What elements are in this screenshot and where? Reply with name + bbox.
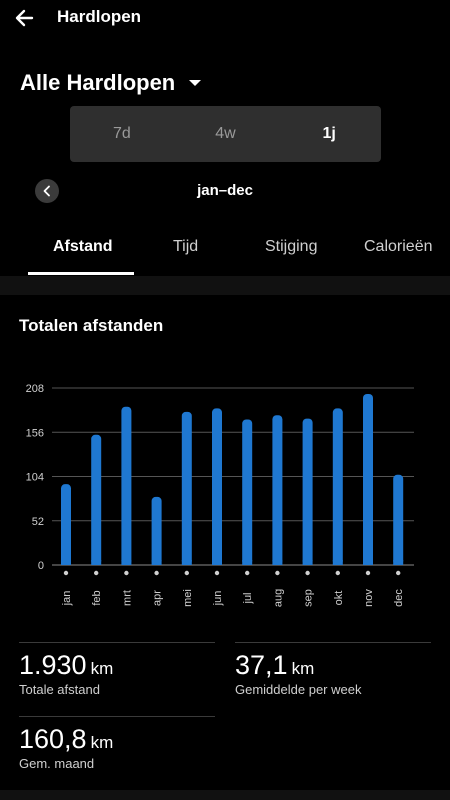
weekly-average-label: Gemiddelde per week — [235, 682, 362, 697]
x-tick-label: mrt — [121, 590, 133, 606]
range-tab-4w[interactable]: 4w — [215, 125, 236, 142]
app-bar: Hardlopen — [0, 0, 450, 36]
caret-down-icon — [189, 80, 202, 86]
bar — [242, 419, 253, 565]
period-label: jan–dec — [197, 182, 253, 199]
tab-tijd[interactable]: Tijd — [173, 238, 199, 255]
bar-base — [363, 560, 373, 565]
stat-divider — [19, 642, 215, 643]
range-tab-7d[interactable]: 7d — [112, 125, 131, 142]
bar — [61, 484, 71, 565]
previous-period-button[interactable] — [35, 179, 59, 203]
stat-divider — [235, 642, 431, 643]
bar — [121, 406, 132, 565]
stat-divider — [19, 716, 215, 717]
y-tick-label: 208 — [26, 383, 44, 395]
bar — [212, 408, 222, 565]
active-tab-indicator — [28, 272, 134, 275]
x-tick-label: sep — [303, 589, 315, 607]
weekly-average-value: 37,1 — [235, 650, 288, 680]
x-tick-label: feb — [91, 590, 103, 605]
bar-base — [181, 560, 192, 565]
stat-value: 37,1 km — [235, 650, 314, 681]
x-tick-dot — [124, 570, 129, 576]
x-tick-label: nov — [363, 589, 375, 607]
total-distance-value: 1.930 — [19, 650, 87, 680]
y-tick-label: 52 — [32, 516, 44, 528]
y-tick-label: 0 — [38, 560, 44, 572]
total-distance-unit: km — [90, 659, 114, 678]
card-title: Totalen afstanden — [19, 316, 164, 335]
x-tick-dot — [335, 570, 340, 576]
bar-base — [242, 560, 253, 565]
metric-tabs: Afstand Tijd Stijging Calorieën — [0, 228, 450, 276]
stat-value: 160,8 km — [19, 724, 113, 755]
y-tick-label: 156 — [26, 427, 44, 439]
monthly-average-label: Gem. maand — [19, 756, 95, 771]
bottom-divider — [0, 790, 450, 800]
x-tick-label: dec — [393, 589, 405, 607]
range-tab-1j[interactable]: 1j — [322, 125, 336, 142]
bar — [181, 411, 192, 565]
x-tick-dot — [396, 570, 401, 576]
bar-base — [393, 560, 404, 565]
bar-base — [212, 560, 222, 565]
monthly-average-unit: km — [90, 733, 114, 752]
bar — [363, 393, 373, 565]
x-tick-dot — [94, 570, 99, 576]
bar-base — [302, 560, 313, 565]
y-tick-label: 104 — [26, 472, 44, 484]
bar — [91, 434, 102, 565]
weekly-average-unit: km — [291, 659, 315, 678]
bar — [332, 408, 343, 565]
bar-base — [332, 560, 343, 565]
monthly-average-value: 160,8 — [19, 724, 87, 754]
x-tick-label: okt — [333, 591, 345, 606]
x-tick-label: aug — [272, 589, 284, 607]
bar — [272, 415, 283, 565]
activity-filter-dropdown[interactable]: Alle Hardlopen — [20, 68, 202, 98]
arrow-left-icon[interactable] — [10, 3, 40, 33]
distance-bar-chart: 0 52 104 156 208 jan feb mrt apr mei jun jul aug sep o… — [26, 383, 414, 607]
chevron-left-icon — [43, 185, 50, 197]
bar-base — [151, 560, 162, 565]
stat-value: 1.930 km — [19, 650, 113, 681]
bar — [302, 418, 313, 565]
bar — [393, 474, 404, 565]
total-distance-label: Totale afstand — [19, 682, 100, 697]
x-tick-dot — [154, 570, 159, 576]
section-divider — [0, 276, 450, 295]
x-tick-label: jan — [61, 591, 73, 607]
tab-stijging[interactable]: Stijging — [265, 238, 318, 255]
x-tick-dot — [245, 570, 250, 576]
x-tick-dot — [305, 570, 310, 576]
page-title: Hardlopen — [57, 7, 142, 26]
x-tick-dot — [63, 570, 69, 576]
range-selector: 7d 4w 1j — [70, 106, 381, 162]
bar — [151, 496, 162, 565]
bar-base — [121, 560, 132, 565]
x-tick-dot — [365, 570, 371, 576]
x-tick-dot — [275, 570, 280, 576]
bar-base — [91, 560, 102, 565]
x-tick-dot — [184, 570, 189, 576]
x-tick-label: apr — [152, 590, 164, 606]
activity-filter-label: Alle Hardlopen — [20, 70, 176, 95]
bar-base — [272, 560, 283, 565]
x-tick-label: mei — [182, 589, 194, 607]
x-tick-dot — [214, 570, 220, 576]
tab-afstand[interactable]: Afstand — [53, 238, 113, 255]
tab-calorieen[interactable]: Calorieën — [364, 238, 433, 255]
bar-base — [61, 560, 71, 565]
x-tick-label: jul — [242, 592, 254, 604]
x-tick-label: jun — [212, 591, 224, 607]
